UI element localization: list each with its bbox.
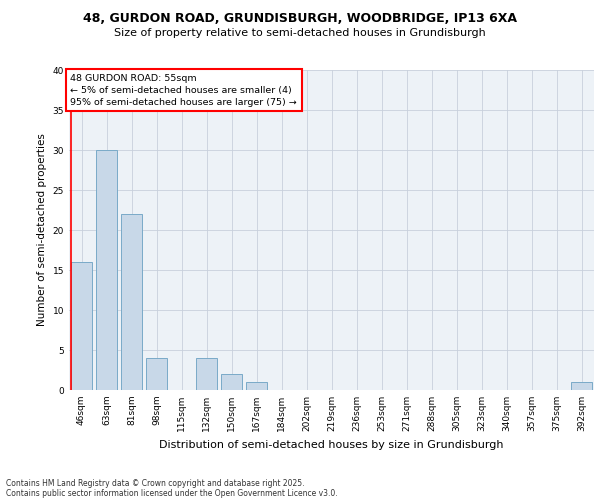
Y-axis label: Number of semi-detached properties: Number of semi-detached properties [37,134,47,326]
Text: 48 GURDON ROAD: 55sqm
← 5% of semi-detached houses are smaller (4)
95% of semi-d: 48 GURDON ROAD: 55sqm ← 5% of semi-detac… [70,74,297,106]
X-axis label: Distribution of semi-detached houses by size in Grundisburgh: Distribution of semi-detached houses by … [159,440,504,450]
Bar [96,150,117,390]
Bar [71,262,92,390]
Text: Size of property relative to semi-detached houses in Grundisburgh: Size of property relative to semi-detach… [114,28,486,38]
Bar [121,214,142,390]
Bar [146,358,167,390]
Text: 48, GURDON ROAD, GRUNDISBURGH, WOODBRIDGE, IP13 6XA: 48, GURDON ROAD, GRUNDISBURGH, WOODBRIDG… [83,12,517,26]
Bar [196,358,217,390]
Text: Contains public sector information licensed under the Open Government Licence v3: Contains public sector information licen… [6,488,338,498]
Bar [246,382,267,390]
Bar [221,374,242,390]
Text: Contains HM Land Registry data © Crown copyright and database right 2025.: Contains HM Land Registry data © Crown c… [6,478,305,488]
Bar [571,382,592,390]
